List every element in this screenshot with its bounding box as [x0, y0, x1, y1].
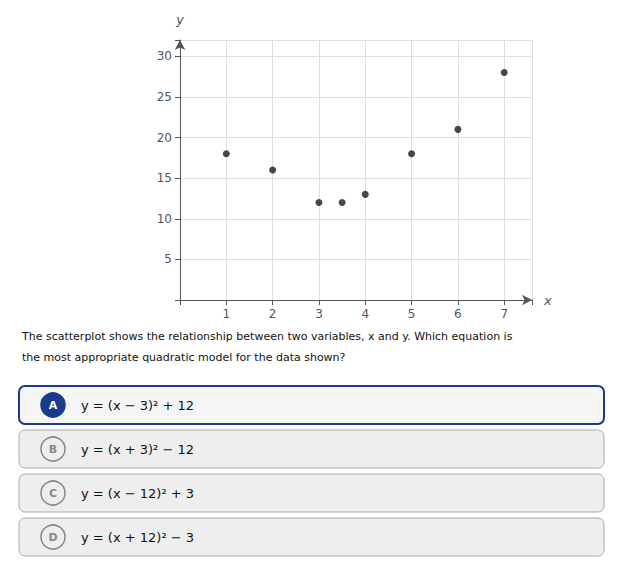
- svg-text:y = (x − 3)² + 12: y = (x − 3)² + 12: [81, 398, 194, 413]
- svg-text:x: x: [543, 293, 552, 308]
- svg-text:The scatterplot shows the rela: The scatterplot shows the relationship b…: [21, 330, 513, 343]
- svg-text:15: 15: [157, 171, 172, 185]
- svg-text:7: 7: [500, 307, 508, 321]
- svg-text:y = (x + 12)² − 3: y = (x + 12)² − 3: [81, 530, 194, 545]
- svg-text:4: 4: [361, 307, 369, 321]
- svg-text:25: 25: [157, 90, 172, 104]
- svg-text:1: 1: [222, 307, 230, 321]
- svg-text:20: 20: [157, 131, 172, 145]
- svg-text:y: y: [175, 12, 184, 27]
- svg-text:6: 6: [454, 307, 462, 321]
- svg-text:B: B: [49, 443, 57, 456]
- svg-text:2: 2: [269, 307, 277, 321]
- svg-text:5: 5: [164, 252, 172, 266]
- svg-text:y = (x − 12)² + 3: y = (x − 12)² + 3: [81, 486, 194, 501]
- svg-text:10: 10: [157, 212, 172, 226]
- svg-text:D: D: [48, 531, 57, 544]
- svg-text:y = (x + 3)² − 12: y = (x + 3)² − 12: [81, 442, 194, 457]
- svg-text:C: C: [49, 487, 57, 500]
- svg-text:5: 5: [408, 307, 416, 321]
- svg-text:the most appropriate quadratic: the most appropriate quadratic model for…: [22, 351, 346, 364]
- svg-text:3: 3: [315, 307, 323, 321]
- svg-text:A: A: [49, 399, 58, 412]
- svg-text:30: 30: [157, 49, 172, 63]
